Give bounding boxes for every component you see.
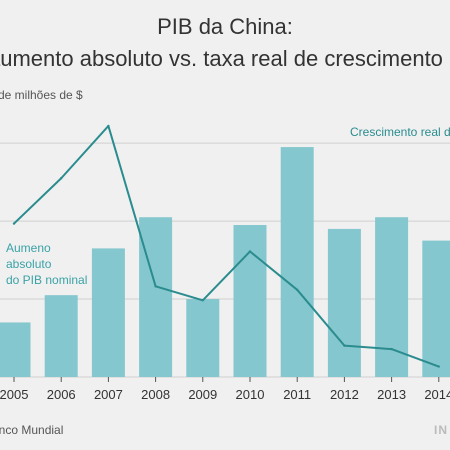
line-series-label: Crescimento real do — [350, 125, 450, 139]
x-tick-label-2010: 2010 — [236, 387, 265, 402]
y-axis-label: de milhões de $ — [0, 88, 83, 102]
growth-point-2009 — [201, 299, 204, 302]
source-text: anco Mundial — [0, 423, 64, 437]
growth-point-2012 — [343, 344, 346, 347]
bar-2011 — [280, 147, 314, 377]
x-tick-label-2007: 2007 — [94, 387, 123, 402]
growth-point-2014 — [437, 365, 440, 368]
bar-2009 — [186, 299, 220, 377]
chart-title-line-1: PIB da China: — [157, 14, 293, 39]
x-tick-label-2005: 2005 — [0, 387, 28, 402]
x-tick-label-2011: 2011 — [283, 387, 311, 402]
growth-point-2011 — [296, 288, 299, 292]
bar-series-label-1: Aumeno — [6, 241, 51, 255]
growth-line — [13, 124, 440, 368]
bar-2010 — [233, 225, 267, 377]
x-tick-label-2006: 2006 — [47, 387, 76, 402]
x-tick-label-2014: 2014 — [424, 387, 450, 402]
bar-2006 — [44, 295, 78, 377]
bar-series-label-3: do PIB nominal — [6, 273, 87, 287]
bar-2014 — [422, 240, 450, 377]
bar-2012 — [327, 228, 361, 377]
x-tick-label-2012: 2012 — [330, 387, 359, 402]
bar-2008 — [139, 217, 173, 377]
chart-title-line-2: aumento absoluto vs. taxa real de cresci… — [0, 46, 443, 71]
growth-point-2013 — [390, 347, 393, 351]
growth-point-2005 — [12, 222, 16, 225]
growth-point-2008 — [154, 285, 157, 288]
x-tick-label-2013: 2013 — [377, 387, 406, 402]
growth-point-2007 — [107, 124, 110, 128]
bar-2005 — [0, 322, 31, 377]
x-tick-label-2008: 2008 — [141, 387, 170, 402]
growth-point-2006 — [60, 177, 63, 180]
publisher-logo: IN — [434, 423, 448, 437]
bar-series-label-2: absoluto — [6, 257, 52, 271]
x-tick-label-2009: 2009 — [188, 387, 217, 402]
growth-point-2010 — [248, 250, 252, 253]
bar-2013 — [375, 217, 409, 377]
bar-2007 — [91, 248, 125, 377]
